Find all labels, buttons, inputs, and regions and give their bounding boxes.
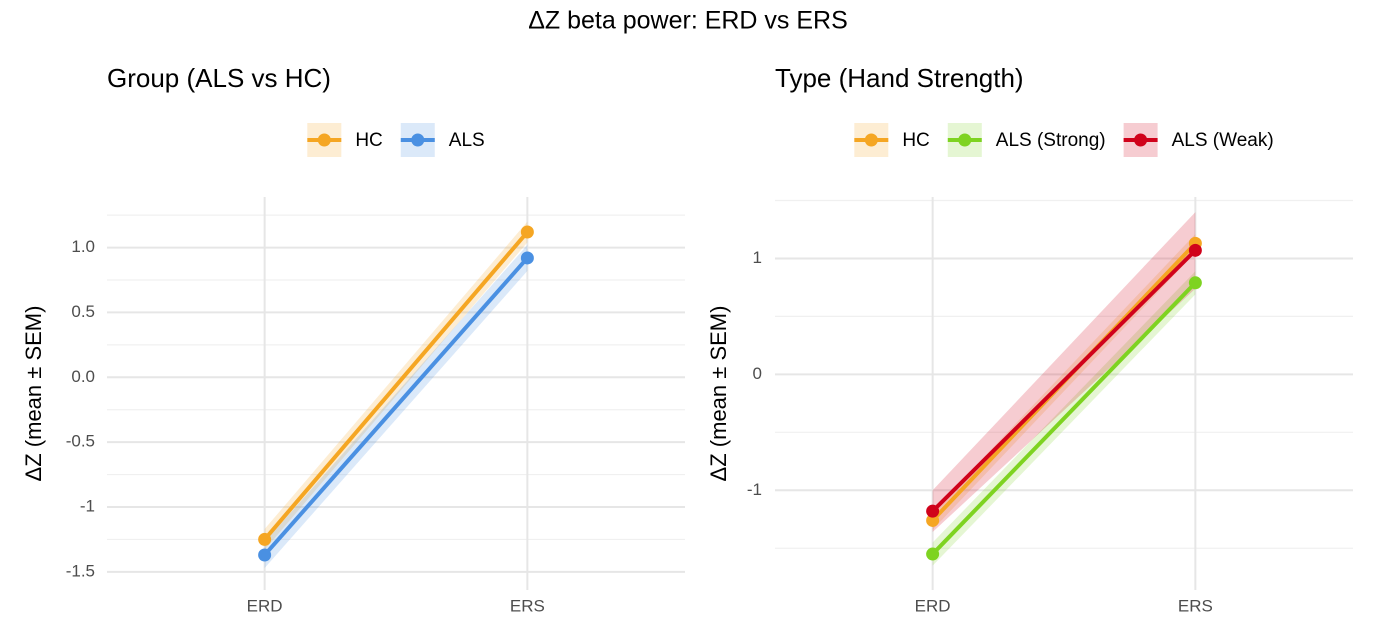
x-tick-label: ERS [510, 596, 545, 615]
y-tick-label: -1.5 [66, 561, 95, 580]
legend-key-point [317, 133, 331, 147]
point [926, 504, 940, 518]
legend: HC ALS [307, 123, 485, 157]
legend-key-point [1134, 133, 1148, 147]
legend-label: ALS (Weak) [1172, 130, 1274, 151]
point [1188, 243, 1202, 257]
legend: HC ALS (Strong) ALS (Weak) [854, 123, 1274, 157]
series-line [931, 248, 1197, 513]
y-tick-label: 1.0 [71, 237, 95, 256]
sem-ribbon [932, 212, 1196, 533]
x-tick-label: ERS [1178, 596, 1213, 615]
y-tick-label: 1 [753, 248, 762, 267]
legend-item: ALS (Strong) [947, 123, 1106, 157]
point [926, 513, 940, 527]
legend-item: HC [854, 123, 930, 157]
legend-item: HC [307, 123, 383, 157]
y-tick-label: -0.5 [66, 432, 95, 451]
y-axis-title: ΔZ (mean ± SEM) [21, 306, 46, 482]
panel-title: Type (Hand Strength) [775, 63, 1024, 93]
figure-title: ΔZ beta power: ERD vs ERS [528, 7, 848, 35]
y-tick-label: 0 [753, 364, 762, 383]
point [926, 547, 940, 561]
y-tick-label: 0.5 [71, 302, 95, 321]
point [1188, 276, 1202, 290]
legend-label: HC [902, 130, 929, 151]
panel-title: Group (ALS vs HC) [107, 63, 331, 93]
point [258, 548, 272, 562]
x-tick-label: ERD [915, 596, 951, 615]
series-line [263, 230, 529, 541]
x-tick-label: ERD [247, 596, 283, 615]
legend-key-point [958, 133, 972, 147]
y-tick-label: -1 [747, 480, 762, 499]
series-line [931, 281, 1197, 556]
legend-item: ALS [400, 123, 485, 157]
y-tick-label: 0.0 [71, 367, 95, 386]
legend-label: HC [355, 130, 382, 151]
legend-key-point [864, 133, 878, 147]
point [258, 532, 272, 546]
y-axis-title: ΔZ (mean ± SEM) [706, 306, 731, 482]
point [520, 251, 534, 265]
legend-label: ALS [449, 130, 485, 151]
y-tick-label: -1 [80, 496, 95, 515]
legend-label: ALS (Strong) [996, 130, 1106, 151]
legend-key-point [411, 133, 425, 147]
point [520, 225, 534, 239]
series-line [263, 256, 529, 557]
legend-item: ALS (Weak) [1123, 123, 1274, 157]
